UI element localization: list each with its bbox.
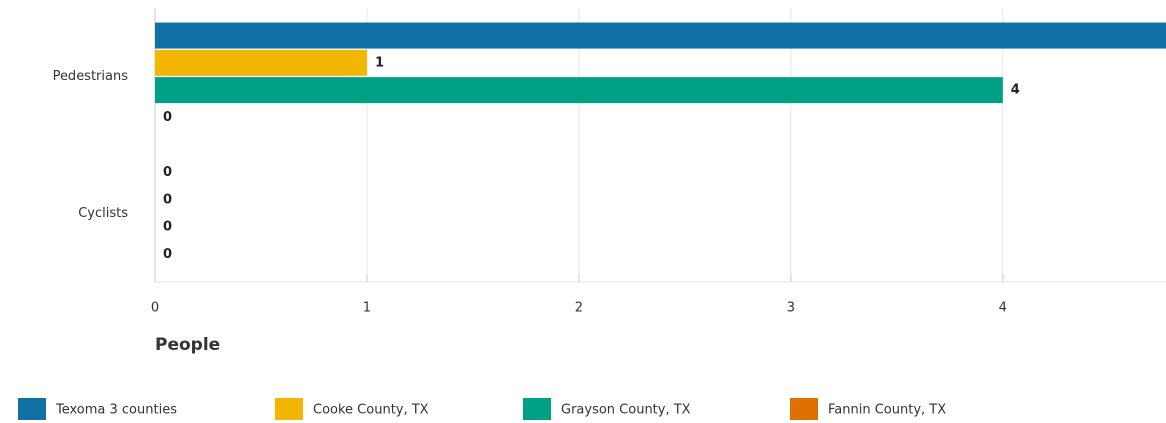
value-label: 0 bbox=[163, 110, 172, 125]
x-axis-title: People bbox=[155, 335, 220, 355]
x-tick-label: 3 bbox=[787, 301, 795, 316]
value-label: 0 bbox=[163, 192, 172, 207]
legend-label: Cooke County, TX bbox=[313, 403, 429, 418]
value-label: 1 bbox=[375, 55, 384, 70]
x-tick-label: 1 bbox=[363, 301, 371, 316]
value-label: 0 bbox=[163, 220, 172, 235]
x-tick-label: 2 bbox=[575, 301, 583, 316]
value-label: 0 bbox=[163, 247, 172, 262]
bar bbox=[155, 49, 367, 76]
x-tick-label: 0 bbox=[151, 301, 159, 316]
value-label: 0 bbox=[163, 165, 172, 180]
y-tick-label: Pedestrians bbox=[53, 69, 129, 84]
bar bbox=[155, 22, 1166, 49]
legend-label: Fannin County, TX bbox=[828, 403, 946, 418]
legend-swatch bbox=[275, 398, 303, 420]
legend-swatch bbox=[523, 398, 551, 420]
x-tick-label: 4 bbox=[999, 301, 1007, 316]
legend-swatch bbox=[18, 398, 46, 420]
legend-label: Grayson County, TX bbox=[561, 403, 691, 418]
y-tick-label: Cyclists bbox=[78, 206, 128, 221]
value-label: 4 bbox=[1011, 83, 1020, 98]
legend-swatch bbox=[790, 398, 818, 420]
legend-label: Texoma 3 counties bbox=[55, 403, 177, 418]
bar bbox=[155, 77, 1003, 104]
